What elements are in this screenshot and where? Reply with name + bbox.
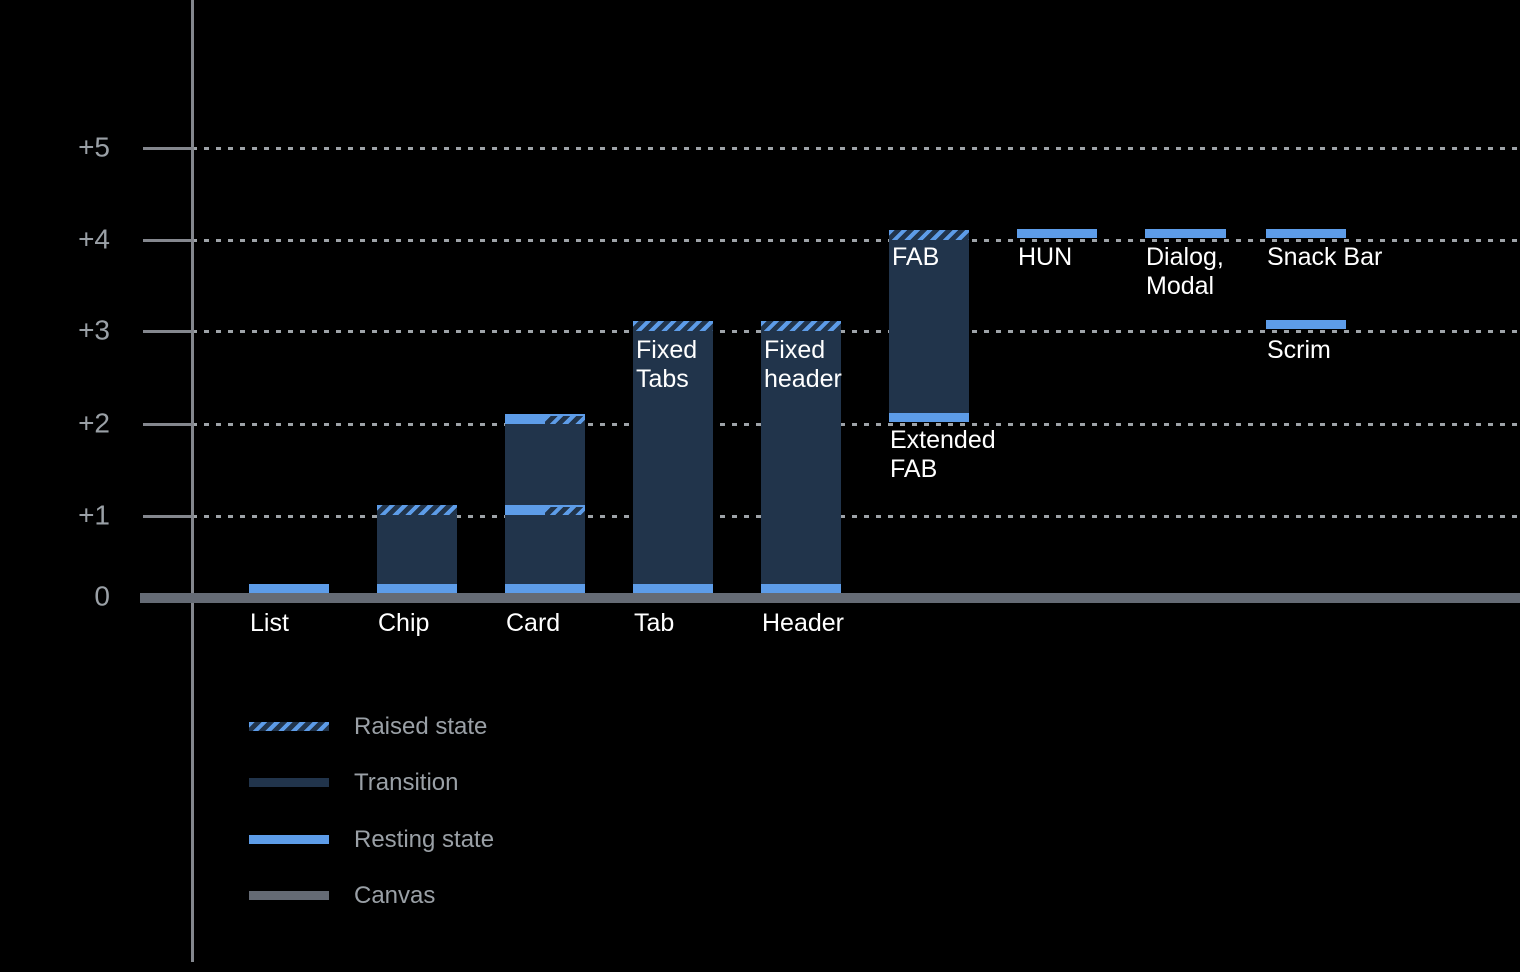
gridline (192, 239, 1520, 242)
y-axis-tick-label: +5 (78, 131, 110, 163)
bar-card-resting-half (505, 414, 545, 424)
gridline (192, 423, 1520, 426)
y-axis-tick (143, 423, 192, 426)
gridline (192, 147, 1520, 150)
tab-axis-label: Tab (634, 609, 675, 637)
bar-list-segment-resting (249, 584, 329, 593)
card-axis-label: Card (506, 609, 561, 637)
bar-header-segment-resting (761, 584, 841, 593)
dialog-modal-name-label: Dialog, Modal (1146, 243, 1224, 300)
y-axis-tick (143, 239, 192, 242)
bar-card-raised-half (545, 414, 585, 424)
header-axis-label: Header (762, 609, 844, 637)
bar-fab-extended-fab-segment-resting (889, 413, 969, 422)
legend-label-resting: Resting state (354, 826, 495, 853)
header-inner-label: Fixed header (764, 336, 842, 393)
legend-swatch-canvas (249, 891, 329, 900)
bar-card-resting-half (505, 505, 545, 515)
y-axis-tick-label: +4 (78, 223, 110, 255)
bar-fab-extended-fab-segment-transition (889, 240, 969, 413)
fab-extended-fab-inner-label: FAB (892, 243, 940, 271)
chip-axis-label: Chip (378, 609, 430, 637)
bar-card-segment-transition (505, 515, 585, 584)
bar-snack-bar-segment-resting (1266, 229, 1346, 238)
bar-hun-segment-resting (1017, 229, 1097, 238)
bar-chip-segment-resting (377, 584, 457, 593)
bar-card-segment-transition (505, 424, 585, 505)
bar-chip-segment-transition (377, 515, 457, 584)
bar-card-raised-half (545, 505, 585, 515)
bar-chip-segment-raised (377, 505, 457, 515)
y-axis-tick (143, 330, 192, 333)
y-axis-tick-label: 0 (94, 580, 110, 612)
y-axis-tick-label: +2 (78, 407, 110, 439)
canvas-baseline (140, 593, 1520, 603)
tab-inner-label: Fixed Tabs (636, 336, 698, 393)
legend-swatch-raised (249, 722, 329, 731)
bar-card-segment-resting (505, 584, 585, 593)
y-axis-tick-label: +3 (78, 314, 110, 346)
legend-swatch-resting (249, 835, 329, 844)
bar-fab-extended-fab-segment-raised (889, 230, 969, 240)
legend-label-transition: Transition (354, 769, 459, 796)
gridline (192, 330, 1520, 333)
y-axis-line (191, 0, 194, 962)
bar-tab-segment-transition (633, 331, 713, 584)
hun-name-label: HUN (1018, 243, 1073, 271)
y-axis-tick-label: +1 (78, 499, 110, 531)
bar-card-segment-split (505, 414, 585, 424)
legend-swatch-transition (249, 778, 329, 787)
y-axis-tick (143, 515, 192, 518)
fab-extended-fab-below-label: Extended FAB (890, 426, 996, 483)
legend-label-raised: Raised state (354, 713, 488, 740)
bar-tab-segment-raised (633, 321, 713, 331)
bar-card-segment-split (505, 505, 585, 515)
bar-header-segment-raised (761, 321, 841, 331)
legend-label-canvas: Canvas (354, 882, 436, 909)
bar-header-segment-transition (761, 331, 841, 584)
list-axis-label: List (250, 609, 289, 637)
bar-dialog-modal-segment-resting (1145, 229, 1226, 238)
scrim-name-label: Scrim (1267, 336, 1331, 364)
snack-bar-name-label: Snack Bar (1267, 243, 1383, 271)
bar-tab-segment-resting (633, 584, 713, 593)
bar-scrim-segment-resting (1266, 320, 1346, 329)
gridline (192, 515, 1520, 518)
y-axis-tick (143, 147, 192, 150)
